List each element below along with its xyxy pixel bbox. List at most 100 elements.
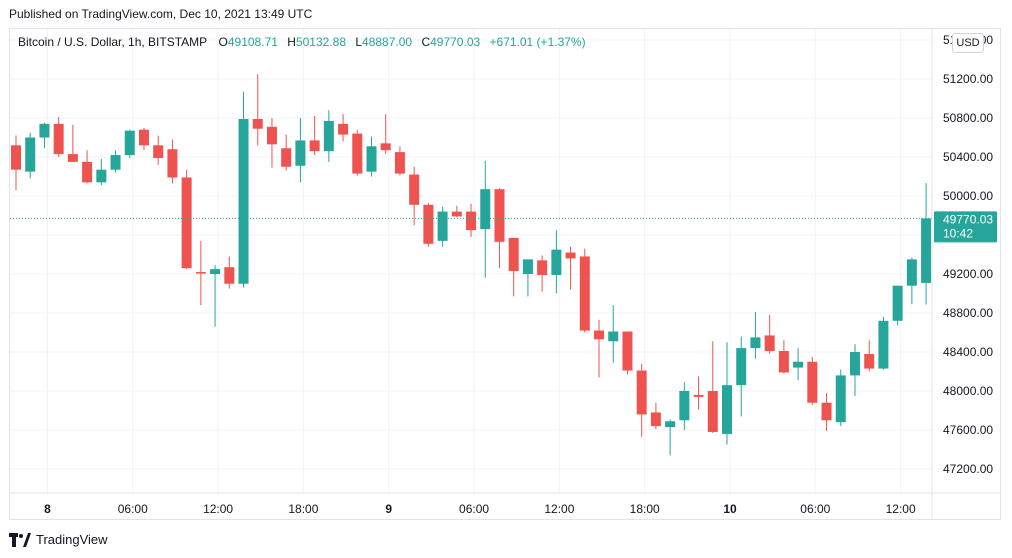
candle-up[interactable] — [906, 257, 917, 305]
candle-up[interactable] — [608, 305, 619, 363]
candle-body — [195, 272, 206, 274]
price-tick-label: 47200.00 — [943, 462, 993, 476]
candle-down[interactable] — [451, 205, 462, 218]
candle-down[interactable] — [707, 341, 718, 433]
candle-down[interactable] — [252, 74, 263, 146]
candle-down[interactable] — [409, 166, 420, 226]
candle-down[interactable] — [764, 314, 775, 354]
candle-up[interactable] — [39, 122, 50, 149]
candle-down[interactable] — [807, 356, 818, 405]
candle-up[interactable] — [892, 285, 903, 326]
candle-down[interactable] — [622, 331, 633, 375]
candle-up[interactable] — [665, 419, 676, 456]
candle-down[interactable] — [579, 248, 590, 333]
candle-down[interactable] — [224, 256, 235, 289]
candle-down[interactable] — [167, 139, 178, 184]
candle-body — [793, 361, 804, 368]
candle-body — [252, 118, 263, 129]
candle-down[interactable] — [82, 150, 93, 184]
candle-down[interactable] — [281, 134, 292, 171]
candle-up[interactable] — [124, 129, 135, 158]
candle-body — [693, 394, 704, 397]
candle-body — [892, 285, 903, 321]
tradingview-branding[interactable]: TradingView — [9, 532, 108, 547]
candle-up[interactable] — [96, 158, 107, 186]
high-value: 50132.88 — [295, 35, 346, 49]
candle-up[interactable] — [210, 265, 221, 327]
candle-down[interactable] — [394, 146, 405, 176]
low-label: L — [355, 35, 363, 49]
candle-up[interactable] — [522, 259, 533, 297]
candle-down[interactable] — [11, 135, 21, 191]
candle-body — [281, 148, 292, 167]
candle-down[interactable] — [153, 135, 164, 165]
candle-down[interactable] — [181, 169, 192, 270]
candle-up[interactable] — [437, 206, 448, 247]
open-value: 49108.71 — [227, 35, 278, 49]
candle-up[interactable] — [921, 183, 932, 305]
candle-down[interactable] — [650, 402, 661, 430]
candle-down[interactable] — [508, 237, 519, 297]
candle-down[interactable] — [195, 240, 206, 306]
time-tick-label: 06:00 — [800, 502, 830, 516]
candle-down[interactable] — [266, 118, 277, 168]
candle-body — [722, 385, 732, 434]
candle-up[interactable] — [722, 342, 732, 445]
candle-up[interactable] — [295, 118, 306, 183]
candle-body — [636, 370, 647, 415]
candle-down[interactable] — [466, 203, 477, 237]
candle-down[interactable] — [338, 114, 349, 142]
candle-body — [124, 130, 135, 156]
candle-down[interactable] — [778, 340, 789, 374]
candle-body — [537, 260, 548, 275]
open-label: O — [218, 35, 228, 49]
candle-down[interactable] — [594, 319, 605, 378]
candle-up[interactable] — [750, 312, 761, 359]
candle-down[interactable] — [138, 127, 149, 151]
candle-body — [608, 331, 619, 342]
candle-up[interactable] — [25, 132, 36, 179]
candle-up[interactable] — [551, 230, 562, 294]
candle-down[interactable] — [864, 340, 875, 372]
candle-body — [394, 152, 405, 174]
candle-up[interactable] — [679, 382, 690, 430]
price-axis: 47200.00 47600.00 48000.00 48400.00 48800.00… — [943, 33, 993, 476]
candle-up[interactable] — [835, 369, 846, 427]
candle-down[interactable] — [537, 255, 548, 292]
candle-body — [594, 330, 605, 340]
candle-up[interactable] — [238, 91, 249, 288]
candle-body — [210, 269, 221, 274]
candle-body — [736, 348, 747, 386]
candle-down[interactable] — [380, 114, 391, 155]
candle-body — [167, 149, 178, 178]
candle-up[interactable] — [849, 344, 860, 396]
candle-down[interactable] — [352, 129, 363, 176]
candle-up[interactable] — [878, 316, 889, 370]
candle-body — [494, 189, 505, 242]
candle-down[interactable] — [693, 376, 704, 410]
candle-up[interactable] — [366, 136, 377, 177]
currency-button[interactable]: USD — [952, 33, 984, 53]
candle-up[interactable] — [110, 150, 121, 173]
grid-lines — [10, 29, 932, 493]
candle-down[interactable] — [53, 117, 64, 157]
candle-down[interactable] — [494, 188, 505, 269]
candle-body — [295, 140, 306, 166]
last-price-box — [934, 211, 997, 243]
candle-body — [551, 249, 562, 275]
candle-up[interactable] — [736, 336, 747, 417]
candle-down[interactable] — [423, 202, 434, 247]
candle-body — [906, 259, 917, 286]
price-tick-label: 48400.00 — [943, 345, 993, 359]
candle-down[interactable] — [565, 246, 576, 290]
candle-down[interactable] — [309, 116, 320, 156]
candle-up[interactable] — [793, 348, 804, 381]
candle-down[interactable] — [636, 363, 647, 437]
candle-up[interactable] — [323, 110, 334, 162]
tradingview-logo-icon — [9, 532, 31, 547]
close-label: C — [421, 35, 431, 49]
candle-down[interactable] — [821, 392, 832, 431]
candle-down[interactable] — [67, 124, 78, 162]
candle-up[interactable] — [480, 160, 491, 278]
